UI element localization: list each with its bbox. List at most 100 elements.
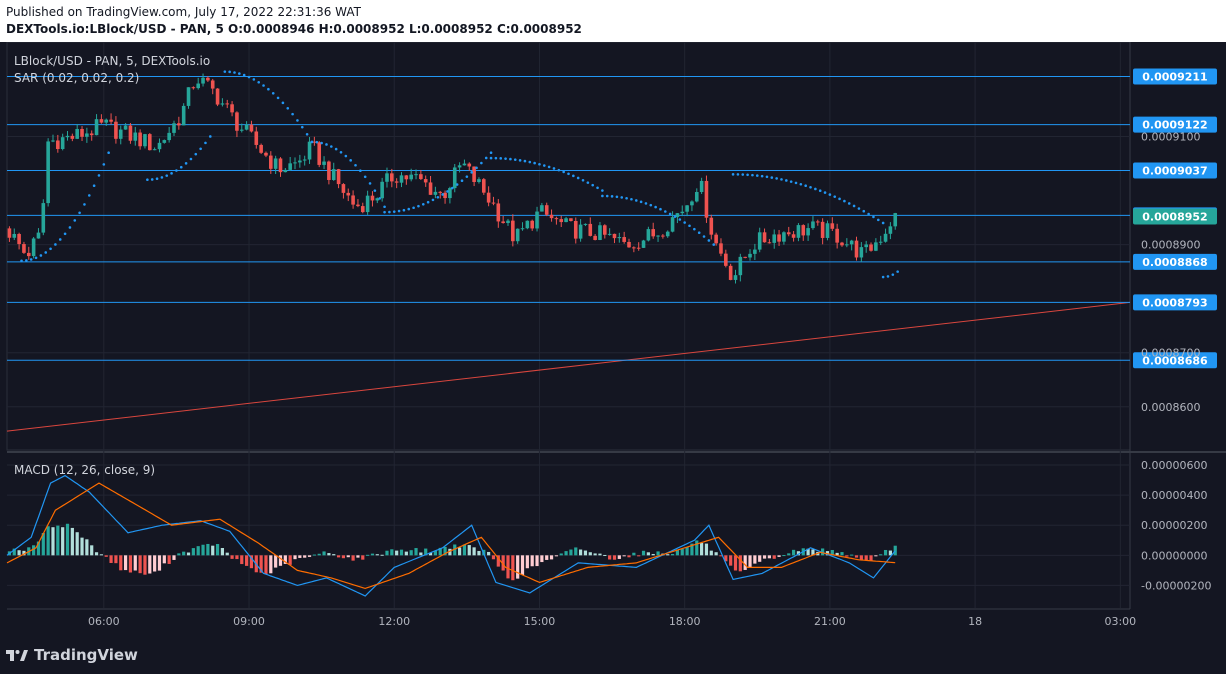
- macd-histogram-bar: [274, 555, 278, 568]
- sar-dot: [814, 187, 817, 191]
- trendline[interactable]: [6, 301, 1131, 432]
- candle: [70, 135, 75, 139]
- sar-dot: [736, 173, 740, 176]
- candle: [423, 179, 428, 183]
- macd-histogram-bar: [390, 549, 394, 556]
- sar-dot: [281, 101, 285, 105]
- sar-dot: [712, 243, 716, 246]
- candle: [535, 211, 539, 229]
- macd-histogram-bar: [32, 545, 36, 556]
- horizontal-levels[interactable]: 0.00092110.00091220.00090370.00089540.00…: [7, 68, 1217, 369]
- sar-dot: [741, 173, 745, 176]
- macd-histogram-bar: [695, 540, 699, 556]
- candle: [496, 203, 501, 222]
- candle: [346, 192, 351, 196]
- sar-dot: [339, 150, 343, 154]
- sar-dot: [252, 78, 256, 81]
- macd-histogram-bar: [167, 555, 171, 564]
- macd-histogram-bar: [133, 555, 137, 571]
- candle: [138, 132, 142, 147]
- candle: [738, 256, 743, 276]
- candle: [670, 217, 675, 232]
- grid: [6, 42, 1226, 610]
- sar-dot: [238, 72, 241, 75]
- sar-dot: [659, 207, 662, 211]
- macd-histogram-bar: [41, 532, 45, 556]
- macd-histogram-bar: [491, 555, 496, 560]
- candle: [472, 166, 476, 182]
- macd-histogram-bar: [579, 549, 583, 556]
- candle: [99, 119, 104, 123]
- candle: [244, 124, 249, 130]
- level-label-box: [1133, 352, 1217, 369]
- sar-dot: [572, 174, 575, 178]
- candle: [380, 181, 384, 199]
- macd-histogram-bar: [511, 555, 515, 581]
- sar-dot: [388, 210, 391, 214]
- time-tick-label: 15:00: [524, 615, 556, 628]
- sar-dot: [228, 70, 231, 74]
- sar-legend[interactable]: SAR (0.02, 0.02, 0.2): [14, 71, 139, 85]
- tradingview-logo[interactable]: TradingView: [6, 646, 138, 664]
- sar-dot: [489, 156, 493, 160]
- sar-dot: [605, 194, 609, 198]
- sar-dot: [451, 186, 454, 190]
- candle: [777, 234, 781, 242]
- macd-histogram-bar: [719, 555, 723, 557]
- sar-dot: [576, 176, 580, 180]
- macd-histogram-bar: [598, 553, 602, 556]
- sar-dot: [330, 145, 333, 148]
- price-chart[interactable]: 0.00092110.00091220.00090370.00089540.00…: [0, 42, 1226, 644]
- sar-dot: [54, 243, 57, 246]
- macd-histogram-bar: [612, 555, 617, 560]
- macd-histogram-bar: [22, 550, 26, 556]
- candle: [511, 220, 515, 242]
- candle: [864, 244, 868, 248]
- macd-histogram-bar: [632, 552, 636, 556]
- candle: [259, 144, 263, 153]
- sar-dot: [242, 73, 246, 77]
- macd-legend[interactable]: MACD (12, 26, close, 9): [14, 463, 155, 477]
- sar-dot: [634, 199, 638, 202]
- sar-dot: [668, 212, 672, 216]
- macd-histogram-bar: [554, 555, 558, 557]
- sar-dot: [150, 178, 154, 181]
- sar-dot: [794, 181, 798, 185]
- macd-histogram-bar: [762, 555, 767, 559]
- candle: [177, 123, 181, 126]
- sar-dot: [421, 202, 425, 206]
- candle: [675, 213, 680, 218]
- sar-dot: [838, 197, 841, 201]
- macd-histogram-bar: [743, 555, 747, 570]
- time-tick-label: 21:00: [814, 615, 846, 628]
- sar-dot: [286, 106, 290, 110]
- macd-histogram-bar: [12, 548, 16, 556]
- candle: [874, 242, 878, 251]
- sar-dot: [818, 189, 822, 193]
- candle: [714, 234, 718, 244]
- sar-dot: [165, 174, 169, 177]
- sar-dot: [359, 169, 362, 173]
- sar-dot: [417, 204, 420, 208]
- macd-histogram-bar: [690, 543, 694, 556]
- sar-dot: [489, 151, 493, 155]
- macd-histogram-bar: [245, 555, 249, 566]
- sar-dot: [693, 227, 696, 231]
- candle: [31, 238, 36, 257]
- candle: [477, 179, 481, 182]
- sar-dot: [160, 176, 164, 179]
- macd-histogram-bar: [230, 555, 234, 559]
- candle: [394, 181, 399, 183]
- price-tick-label: 0.0008700: [1141, 347, 1201, 360]
- macd-histogram-bar: [114, 555, 118, 564]
- macd-histogram-bar: [351, 555, 355, 561]
- candle: [501, 221, 505, 224]
- candle: [603, 225, 607, 235]
- sar-dot: [862, 209, 866, 213]
- candle: [448, 188, 452, 199]
- symbol-legend[interactable]: LBlock/USD - PAN, 5, DEXTools.io: [14, 54, 210, 68]
- macd-histogram-bar: [51, 527, 55, 556]
- candle: [583, 223, 588, 225]
- candle: [728, 265, 733, 280]
- candle: [36, 232, 41, 239]
